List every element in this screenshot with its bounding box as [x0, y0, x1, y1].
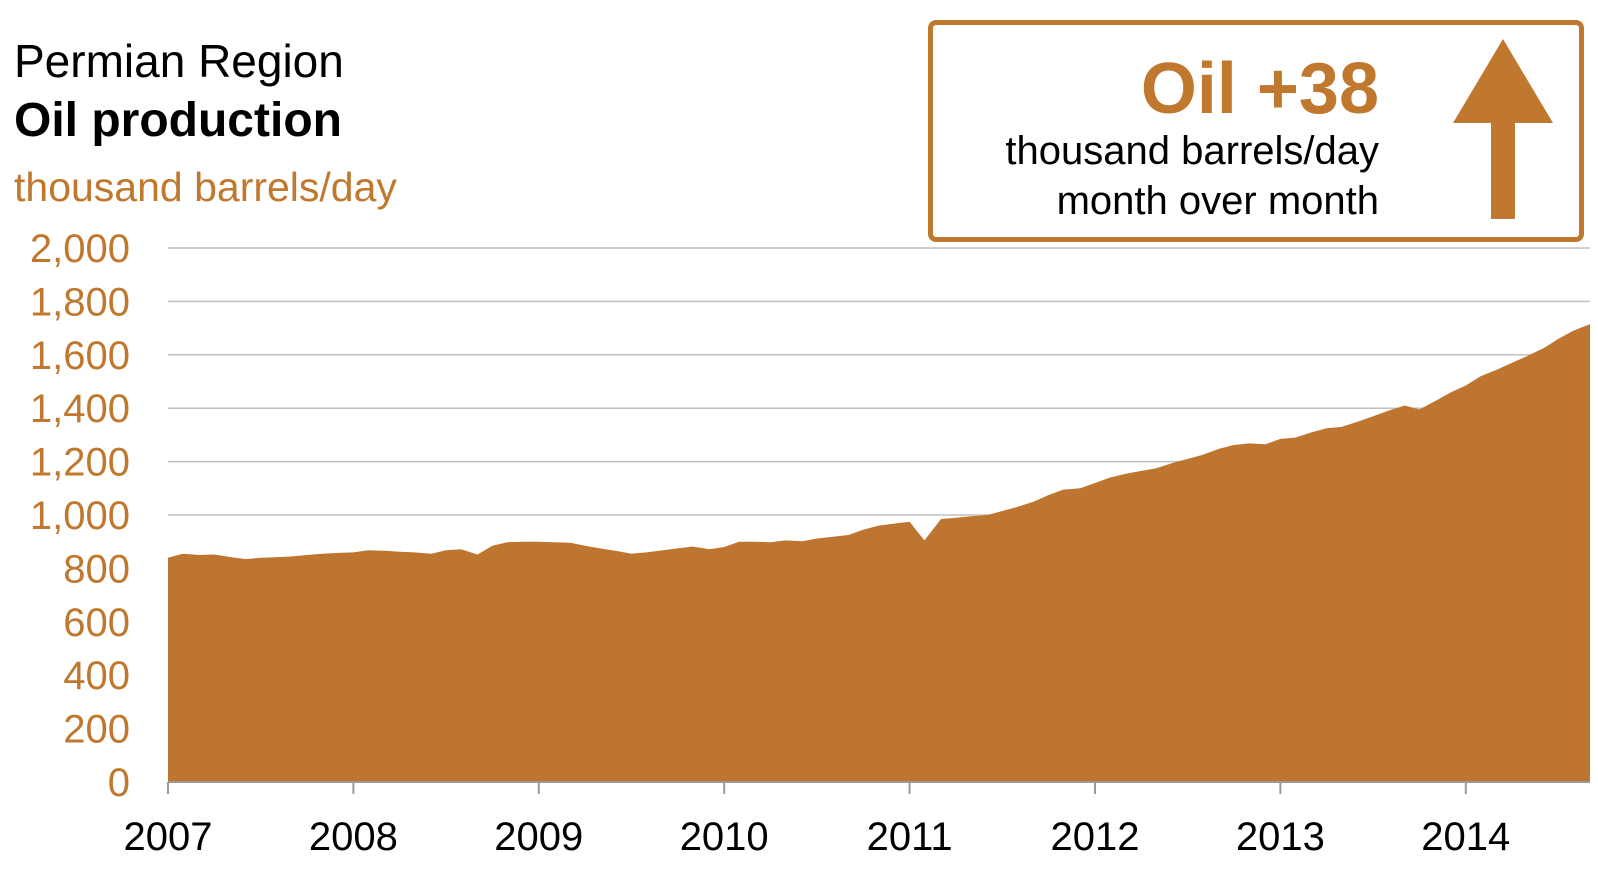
y-tick-label: 2,000 [30, 227, 130, 271]
area-series [168, 324, 1590, 782]
y-tick-labels: 0 200 400 600 800 1,000 1,200 1,400 1,600 1,800 2,… [30, 227, 130, 805]
x-tick-label: 2008 [309, 815, 398, 859]
y-tick-label: 600 [63, 601, 130, 645]
x-tick-label: 2011 [867, 815, 953, 859]
x-tick-label: 2012 [1050, 815, 1139, 859]
y-tick-label: 800 [63, 547, 130, 591]
callout-period-text: month over month [1056, 179, 1379, 223]
callout-box: Oil +38 thousand barrels/day month over … [928, 20, 1584, 242]
y-tick-label: 1,200 [30, 441, 130, 485]
axes [167, 781, 1590, 794]
y-axis-unit-label: thousand barrels/day [14, 164, 397, 210]
x-tick-label: 2010 [680, 815, 769, 859]
x-tick-label: 2007 [124, 815, 213, 859]
y-tick-label: 1,400 [30, 387, 130, 431]
y-tick-label: 400 [63, 654, 130, 698]
y-tick-label: 0 [108, 761, 130, 805]
y-tick-label: 1,600 [30, 334, 130, 378]
x-tick-labels: 2007 2008 2009 2010 2011 2012 2013 2014 [124, 815, 1511, 859]
y-tick-label: 1,000 [30, 494, 130, 538]
y-tick-label: 1,800 [30, 280, 130, 324]
callout-headline: Oil +38 [1140, 49, 1379, 129]
x-tick-label: 2013 [1236, 815, 1325, 859]
callout-unit-text: thousand barrels/day [1005, 129, 1379, 173]
arrow-up-icon [1453, 39, 1553, 219]
x-tick-label: 2014 [1421, 815, 1510, 859]
region-title: Permian Region [14, 35, 344, 87]
oil-production-area [168, 324, 1590, 782]
chart-title: Oil production [14, 94, 342, 147]
y-tick-label: 200 [63, 708, 130, 752]
x-tick-label: 2009 [494, 815, 583, 859]
